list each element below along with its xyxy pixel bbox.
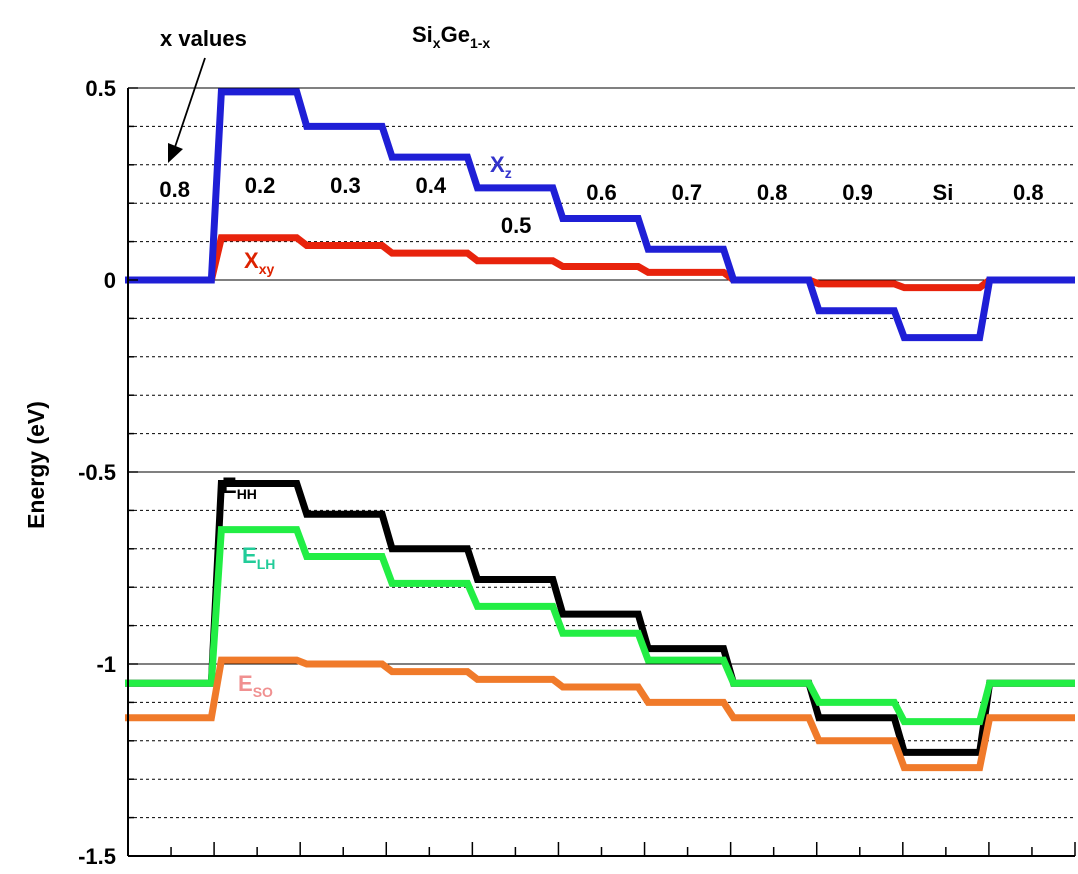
- region-label: 0.2: [245, 173, 276, 198]
- region-label: 0.6: [586, 180, 617, 205]
- region-label: 0.7: [672, 180, 703, 205]
- series-line-xxy: [125, 234, 1075, 292]
- series-label-xz: Xz: [490, 152, 512, 181]
- region-label: 0.3: [330, 173, 361, 198]
- region-labels: 0.8 0.2 0.3 0.4 0.5 0.6 0.7 0.8 0.9 Si 0.8: [159, 173, 1043, 238]
- series-labels: Xz Xxy EHH ELH ESO: [222, 152, 512, 700]
- region-label: 0.8: [1013, 180, 1044, 205]
- x-values-annotation: x values: [160, 26, 247, 51]
- series-label-ehh: EHH: [222, 473, 257, 502]
- y-axis-title: Energy (eV): [23, 401, 49, 529]
- region-label: 0.4: [415, 173, 446, 198]
- series-label-eso: ESO: [238, 671, 273, 700]
- region-label: 0.8: [757, 180, 788, 205]
- axes: [127, 87, 1076, 857]
- series-lines: [125, 88, 1075, 772]
- series-line-xz: [125, 88, 1075, 342]
- series-line-eso: [125, 656, 1075, 772]
- x-values-arrow: [168, 57, 206, 163]
- y-tick-labels: 0.5 0 -0.5 -1 -1.5: [78, 76, 116, 869]
- region-label: 0.5: [501, 213, 532, 238]
- series-label-elh: ELH: [242, 543, 275, 572]
- y-tick-label: -1: [96, 652, 116, 677]
- series-line-elh: [125, 526, 1075, 726]
- region-label: 0.9: [842, 180, 873, 205]
- y-tick-label: 0.5: [85, 76, 116, 101]
- grid-lines: [128, 87, 1075, 819]
- series-label-xxy: Xxy: [244, 248, 274, 277]
- y-tick-label: 0: [104, 268, 116, 293]
- region-label: Si: [933, 180, 954, 205]
- chart-title: SixGe1-x: [412, 22, 490, 51]
- region-label: 0.8: [159, 177, 190, 202]
- y-tick-label: -1.5: [78, 844, 116, 869]
- y-tick-label: -0.5: [78, 460, 116, 485]
- series-line-ehh: [125, 480, 1075, 756]
